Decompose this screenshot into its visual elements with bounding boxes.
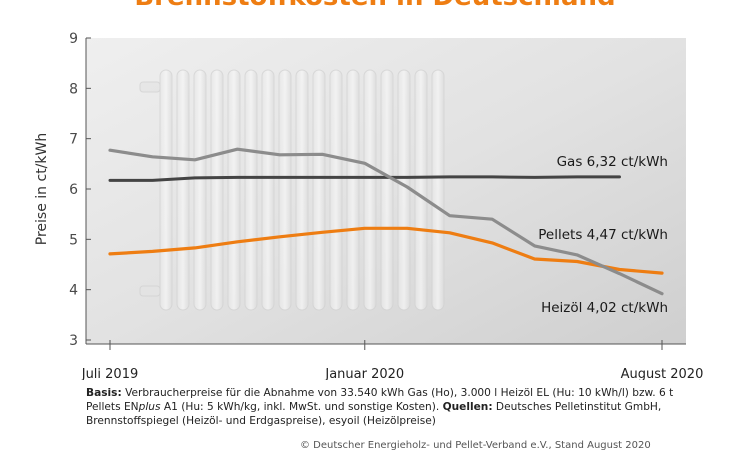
line-chart: 3 4 5 6 7 8 9 Juli 2019 Januar 2020 August 2020 Pr…	[34, 31, 703, 380]
footer-plus-text: plus	[138, 401, 161, 413]
y-axis-label: Preise in ct/kWh	[34, 133, 50, 245]
footer-basis-text: Verbraucherpreise für die Abnahme von 33…	[86, 387, 674, 413]
radiator-fin	[176, 69, 190, 311]
radiator-fin	[210, 69, 224, 311]
radiator-fin	[414, 69, 428, 311]
series-line-gas	[108, 175, 621, 182]
x-tick-label: August 2020	[621, 367, 704, 380]
y-tick-label: 9	[69, 31, 78, 47]
y-tick-label: 4	[69, 283, 78, 299]
radiator-fin	[278, 69, 292, 311]
radiator-fin	[295, 69, 309, 311]
footer-sources-text: Deutsches Pelletinstitut GmbH, Brennstof…	[86, 401, 662, 427]
radiator-fin	[227, 69, 241, 311]
y-tick-label: 8	[69, 81, 78, 97]
footer-basis-text2: A1 (Hu: 5 kWh/kg, inkl. MwSt. und sonsti…	[160, 401, 443, 413]
series-label-pellets: Pellets 4,47 ct/kWh	[538, 227, 668, 243]
x-tick-label: Juli 2019	[81, 367, 139, 380]
series-label-heizoel: Heizöl 4,02 ct/kWh	[541, 300, 668, 316]
labels-layer: Gas 6,32 ct/kWh Pellets 4,47 ct/kWh Heizöl…	[538, 154, 668, 316]
footer-sources-label: Quellen:	[442, 401, 493, 413]
radiator-fin	[312, 69, 326, 311]
y-tick-label: 5	[69, 232, 78, 248]
footer-note: Basis: Verbraucherpreise für die Abnahme…	[86, 386, 696, 428]
radiator-valve	[139, 81, 161, 93]
series-label-gas: Gas 6,32 ct/kWh	[557, 154, 668, 170]
radiator-fin	[193, 69, 207, 311]
y-tick-label: 3	[69, 333, 78, 349]
series-layer	[108, 147, 664, 296]
radiator-valve	[139, 285, 161, 297]
x-tick-label: Januar 2020	[324, 367, 404, 380]
axes: 3 4 5 6 7 8 9 Juli 2019 Januar 2020 August 2020 Pr…	[34, 31, 703, 380]
radiator-fin	[380, 69, 394, 311]
radiator-fin	[397, 69, 411, 311]
footer-basis-label: Basis:	[86, 387, 122, 399]
copyright-note: © Deutscher Energieholz- und Pellet-Verb…	[300, 440, 651, 451]
radiator-fin	[363, 69, 377, 311]
y-tick-label: 6	[69, 182, 78, 198]
radiator-fin	[261, 69, 275, 311]
y-tick-label: 7	[69, 132, 78, 148]
series-line-heizoel	[108, 147, 664, 296]
radiator-fin	[346, 69, 360, 311]
chart-title: Brennstoffkosten in Deutschland	[0, 0, 750, 12]
radiator-illustration	[139, 69, 445, 311]
radiator-fin	[159, 69, 173, 311]
radiator-fin	[329, 69, 343, 311]
radiator-fin	[244, 69, 258, 311]
radiator-fin	[431, 69, 445, 311]
series-line-pellets	[108, 226, 664, 275]
